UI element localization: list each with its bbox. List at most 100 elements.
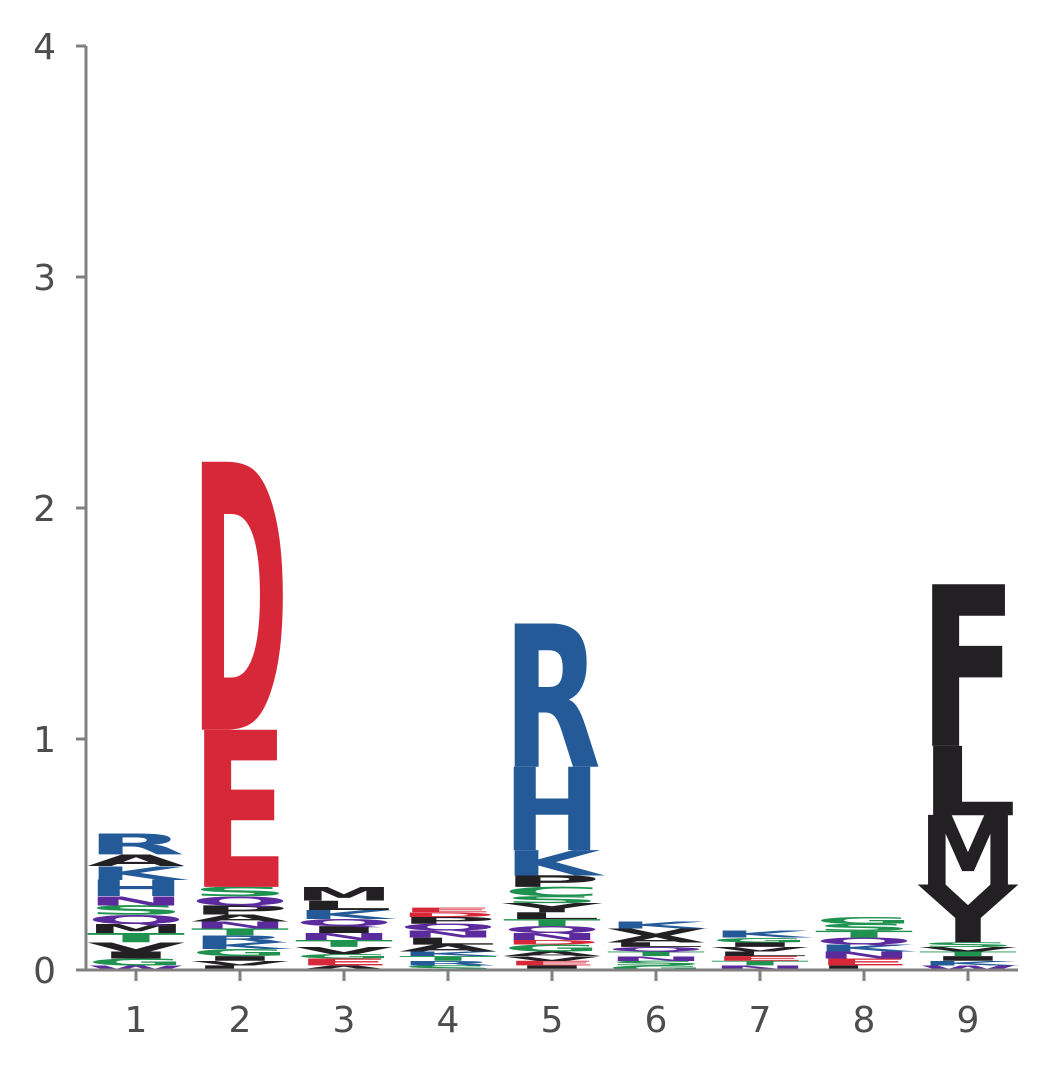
logo-letter: Q: [607, 946, 705, 953]
logo-letter: Q: [503, 924, 601, 935]
logo-letter: Q: [87, 912, 185, 927]
logo-letter: R: [87, 828, 185, 861]
x-tick-label: 8: [853, 1000, 876, 1041]
logo-letter: R: [399, 960, 497, 967]
logo-letter: N: [87, 894, 185, 909]
y-tick-label: 2: [33, 489, 56, 530]
logo-letter: L: [191, 964, 289, 971]
logo-letter: G: [87, 957, 185, 968]
y-ticks: 0 1 2 3 4: [33, 27, 86, 992]
logo-letter: N: [503, 931, 601, 942]
logo-letter: K: [503, 843, 605, 884]
logo-letter: K: [295, 908, 398, 923]
logo-letter: S: [87, 903, 185, 918]
y-tick-label: 1: [33, 720, 56, 761]
logo-letter: L: [503, 910, 601, 921]
logo-letter: Q: [815, 936, 913, 947]
x-tick-label: 5: [541, 1000, 564, 1041]
logo-letter: W: [87, 964, 185, 971]
logo-letter: P: [399, 915, 497, 926]
logo-letter: H: [503, 745, 601, 877]
x-tick-label: 6: [645, 1000, 668, 1041]
x-tick-label: 1: [125, 1000, 148, 1041]
logo-letter: T: [399, 955, 497, 962]
logo-letter: K: [607, 920, 710, 931]
logo-letter: I: [191, 955, 289, 962]
logo-letter: V: [919, 946, 1017, 953]
logo-letter: A: [607, 934, 706, 945]
logo-letter: E: [295, 957, 393, 968]
logo-letter: T: [711, 960, 809, 967]
logo-letter: S: [399, 964, 497, 971]
logo-letter: I: [503, 964, 601, 971]
logo-letter: T: [87, 931, 186, 946]
logo-letter: I: [87, 950, 185, 961]
logo-letter: Y: [502, 901, 603, 916]
logo-letter: D: [399, 911, 497, 918]
y-tick-label: 0: [33, 951, 56, 992]
logo-letter: G: [191, 947, 289, 958]
logo-letter: K: [919, 960, 1022, 967]
logo-letter: R: [503, 585, 601, 814]
logo-letter: P: [191, 903, 289, 918]
logo-letter: C: [503, 884, 601, 899]
logo-letter: A: [503, 950, 601, 957]
logo-letter: L: [399, 936, 497, 947]
logo-letter: V: [711, 946, 809, 953]
logo-letter: A: [295, 964, 393, 971]
logo-letter: N: [607, 955, 705, 962]
logo-letter: L: [815, 964, 913, 971]
logo-letter: Q: [191, 894, 289, 909]
logo-letter: T: [607, 950, 705, 957]
logo-letter: M: [87, 921, 185, 936]
logo-letter: T: [815, 929, 913, 940]
logo-letter: E: [191, 688, 289, 939]
logo-letter: A: [191, 913, 290, 924]
logo-letter: G: [295, 953, 393, 960]
y-tick-label: 3: [33, 258, 56, 299]
logo-letter: L: [919, 727, 1017, 838]
logo-letter: N: [815, 950, 913, 961]
logo-letter: V: [607, 927, 706, 938]
logo-letter: N: [295, 931, 393, 942]
logo-letter: D: [191, 390, 289, 817]
logo-letter: N: [191, 920, 289, 931]
logo-letter: S: [919, 941, 1017, 948]
logo-letter: F: [919, 542, 1017, 800]
y-tick-label: 4: [33, 27, 56, 68]
logo-letter: V: [295, 945, 394, 956]
logo-letter: I: [919, 955, 1017, 962]
logo-letter: V: [503, 955, 601, 962]
logo-letter: M: [295, 883, 393, 905]
logo-letter: I: [711, 941, 809, 948]
logo-letter: T: [503, 917, 601, 928]
logo-letter: D: [503, 939, 601, 946]
logo-letter: Y: [917, 869, 1020, 961]
logo-letter: T: [191, 927, 289, 938]
logo-letter: T: [295, 938, 393, 949]
logo-letter: K: [815, 943, 918, 954]
logo-letter: A: [399, 943, 498, 954]
logo-letter: A: [87, 851, 185, 869]
logo-letter: M: [919, 796, 1017, 907]
logo-letter: Q: [399, 922, 497, 933]
logo-letter: K: [399, 950, 502, 957]
logo-letter: N: [399, 929, 497, 940]
logo-letter: S: [607, 960, 705, 967]
logo-letter: E: [815, 957, 913, 968]
logo-letter: S: [503, 894, 601, 905]
logo-letter: T: [919, 950, 1017, 957]
logo-letter: R: [191, 934, 289, 945]
logo-letter: K: [87, 862, 189, 884]
logo-letter: V: [191, 960, 289, 967]
x-tick-label: 4: [437, 1000, 460, 1041]
logo-letter: L: [607, 941, 705, 948]
logo-letter: K: [711, 929, 814, 940]
